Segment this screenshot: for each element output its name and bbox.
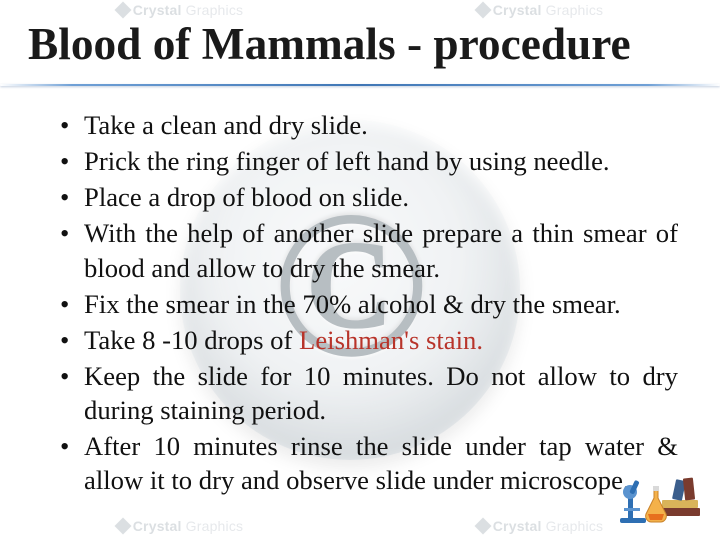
watermark-item: CrystalGraphics [117,2,244,18]
bullet-item: Fix the smear in the 70% alcohol & dry t… [58,287,678,321]
title-area: Blood of Mammals - procedure [28,18,692,70]
watermark-text-b: Graphics [186,518,244,534]
title-underline [0,78,720,92]
diamond-icon [474,518,491,535]
watermark-text-b: Graphics [186,2,244,18]
watermark-text-b: Graphics [546,518,604,534]
watermark-text-a: Crystal [493,518,542,534]
watermark-text-b: Graphics [546,2,604,18]
bullet-item: Take a clean and dry slide. [58,108,678,142]
watermark-row-bottom: CrystalGraphics CrystalGraphics [0,518,720,534]
bullet-item: Prick the ring finger of left hand by us… [58,144,678,178]
diamond-icon [474,2,491,19]
bullet-item: Keep the slide for 10 minutes. Do not al… [58,359,678,427]
body-area: Take a clean and dry slide.Prick the rin… [58,108,678,499]
watermark-text-a: Crystal [493,2,542,18]
watermark-text-a: Crystal [133,518,182,534]
watermark-text-a: Crystal [133,2,182,18]
bullet-item: With the help of another slide prepare a… [58,216,678,284]
watermark-row-top: CrystalGraphics CrystalGraphics [0,2,720,18]
highlight-text: Leishman's stain. [299,325,483,355]
bullet-item: After 10 minutes rinse the slide under t… [58,429,678,497]
slide-title: Blood of Mammals - procedure [28,18,692,70]
bullet-list: Take a clean and dry slide.Prick the rin… [58,108,678,497]
slide-root: CrystalGraphics CrystalGraphics © Blood … [0,0,720,540]
watermark-item: CrystalGraphics [117,518,244,534]
bullet-text: Take 8 -10 drops of [84,325,299,355]
watermark-item: CrystalGraphics [477,2,604,18]
diamond-icon [114,518,131,535]
bullet-item: Place a drop of blood on slide. [58,180,678,214]
bullet-item: Take 8 -10 drops of Leishman's stain. [58,323,678,357]
watermark-item: CrystalGraphics [477,518,604,534]
diamond-icon [114,2,131,19]
